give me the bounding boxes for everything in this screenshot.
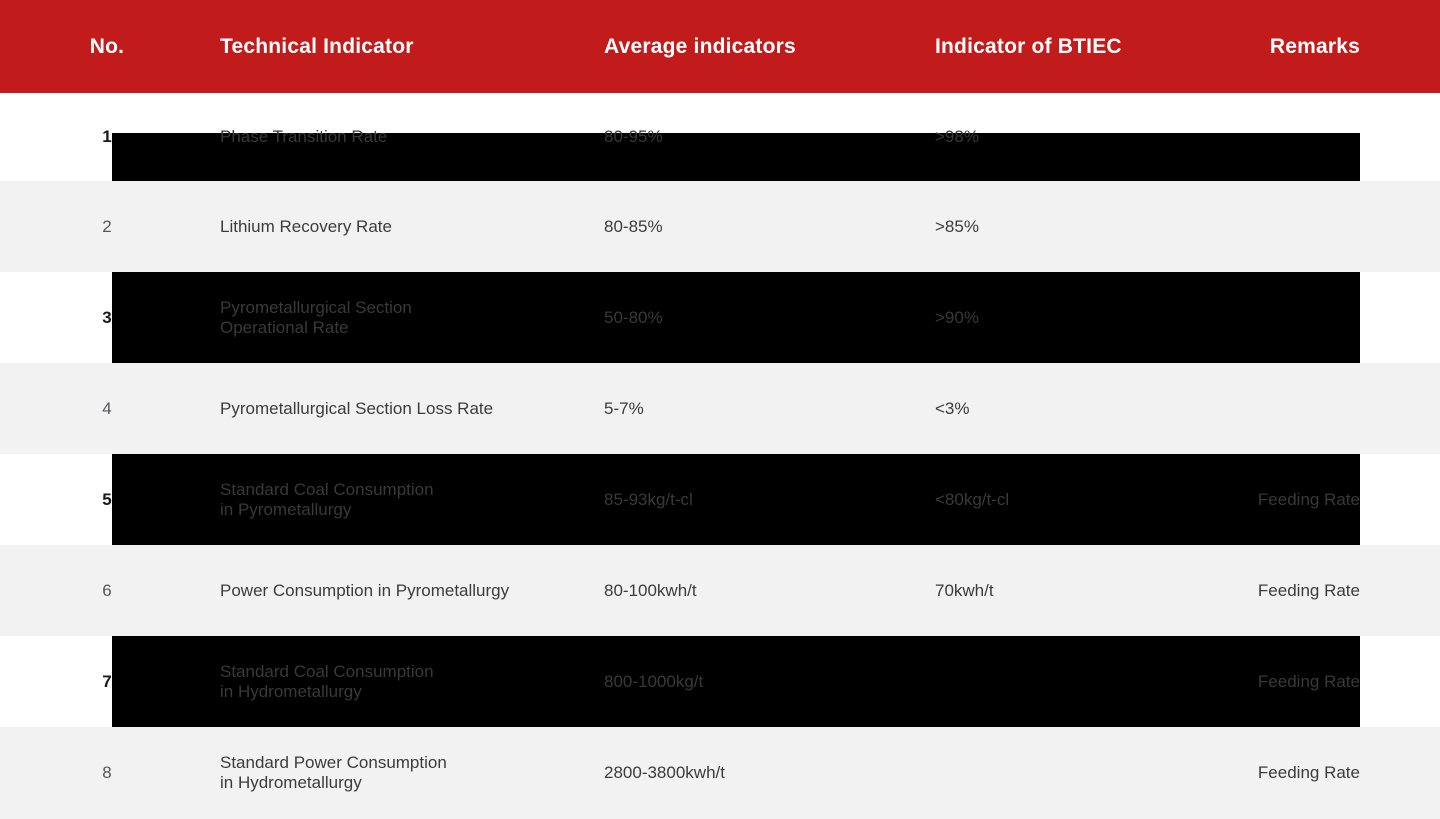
btiec-indicator-cell: >85% [935, 216, 979, 236]
technical-indicator-cell: Phase Transition Rate [220, 127, 388, 146]
table-row: 6 Power Consumption in Pyrometallurgy 80-1… [0, 545, 1440, 636]
remarks-cell: Feeding Rate [1257, 580, 1360, 600]
row-number: 8 [102, 763, 112, 782]
row-number: 5 [102, 489, 112, 509]
remarks-cell: Feeding Rate [1257, 671, 1360, 691]
table-row: 3 Pyrometallurgical Section Operational R… [0, 272, 1440, 363]
technical-indicator-cell: Standard Coal Consumption in Pyrometallu… [220, 479, 434, 519]
table-row: 7 Standard Coal Consumption in Hydrometal… [0, 636, 1440, 727]
table-row: 1 Phase Transition Rate 80-95% >98% [0, 93, 1440, 181]
row-number: 6 [102, 580, 112, 600]
row-blackout-overlay [112, 133, 1360, 181]
table-header: No. Technical Indicator Average indicato… [0, 0, 1440, 93]
average-indicator-cell: 50-80% [604, 307, 663, 327]
remarks-cell [1030, 272, 1360, 363]
row-blackout-overlay [112, 272, 1360, 363]
technical-indicator-cell: Power Consumption in Pyrometallurgy [220, 580, 510, 600]
table-body: 1 Phase Transition Rate 80-95% >98% 2 Lithium… [0, 93, 1440, 819]
average-indicator-cell: 80-100kwh/t [604, 580, 697, 600]
row-number: 4 [102, 398, 112, 418]
row-number: 1 [102, 127, 112, 146]
row-number: 7 [102, 671, 112, 691]
column-header-technical-indicator: Technical Indicator [220, 34, 414, 58]
column-header-indicator-of-btiec: Indicator of BTIEC [935, 34, 1122, 58]
table-row: 2 Lithium Recovery Rate 80-85% >85% [0, 181, 1440, 272]
row-number: 2 [102, 216, 112, 236]
technical-indicator-cell: Standard Coal Consumption in Hydrometall… [220, 661, 434, 701]
technical-indicator-cell: Lithium Recovery Rate [220, 216, 392, 236]
table-row: 4 Pyrometallurgical Section Loss Rate 5-7%… [0, 363, 1440, 454]
btiec-indicator-cell: >98% [935, 127, 979, 146]
average-indicator-cell: 85-93kg/t-cl [604, 489, 693, 509]
btiec-indicator-cell: 70kwh/t [935, 580, 994, 600]
row-number: 3 [102, 307, 112, 327]
remarks-cell [1030, 181, 1360, 272]
table-row: 5 Standard Coal Consumption in Pyrometall… [0, 454, 1440, 545]
btiec-indicator-cell: >90% [935, 307, 979, 327]
average-indicator-cell: 2800-3800kwh/t [604, 763, 725, 782]
btiec-indicator-cell: <3% [935, 398, 970, 418]
remarks-cell [1030, 363, 1360, 454]
remarks-cell [1030, 93, 1360, 181]
technical-indicator-cell: Standard Power Consumption in Hydrometal… [220, 753, 447, 792]
column-header-no: No. [89, 34, 125, 58]
column-header-remarks: Remarks [1269, 34, 1360, 58]
average-indicator-cell: 80-95% [604, 127, 663, 146]
btiec-indicator-cell: <80kg/t-cl [935, 489, 1010, 509]
row-blackout-overlay [112, 636, 1360, 727]
remarks-cell: Feeding Rate [1257, 489, 1360, 509]
average-indicator-cell: 800-1000kg/t [604, 671, 704, 691]
remarks-cell: Feeding Rate [1257, 763, 1360, 782]
column-header-average-indicators: Average indicators [604, 34, 796, 58]
row-blackout-overlay [112, 454, 1360, 545]
average-indicator-cell: 80-85% [604, 216, 663, 236]
table-row: 8 Standard Power Consumption in Hydrometa… [0, 727, 1440, 819]
average-indicator-cell: 5-7% [604, 398, 644, 418]
technical-indicator-cell: Pyrometallurgical Section Loss Rate [220, 398, 494, 418]
technical-indicator-cell: Pyrometallurgical Section Operational Ra… [220, 297, 412, 337]
